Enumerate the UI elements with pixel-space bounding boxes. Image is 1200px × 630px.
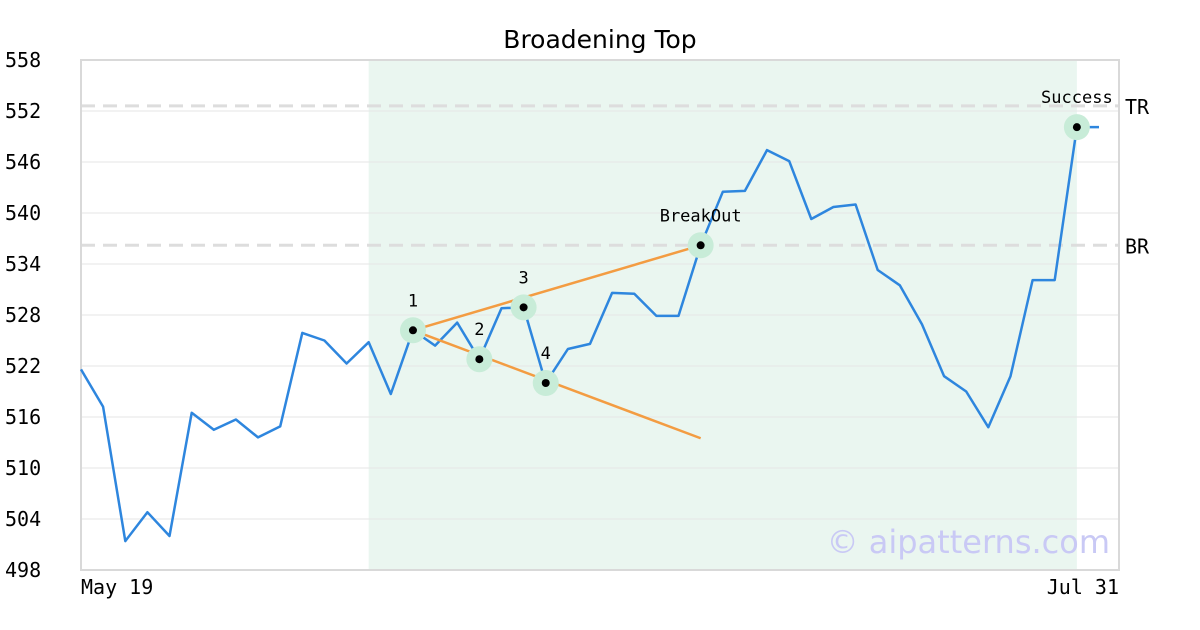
plot-frame bbox=[80, 59, 1120, 571]
y-tick-label: 522 bbox=[5, 354, 41, 378]
marker-label: 3 bbox=[518, 268, 528, 288]
marker-label: 1 bbox=[408, 291, 418, 311]
y-tick-label: 510 bbox=[5, 456, 41, 480]
marker-point bbox=[408, 326, 417, 335]
marker-label: BreakOut bbox=[660, 206, 742, 226]
marker-point bbox=[1072, 123, 1081, 132]
marker-label: Success bbox=[1041, 88, 1113, 108]
price-series-line bbox=[79, 125, 1099, 543]
y-tick-label: 552 bbox=[5, 99, 41, 123]
y-tick-label: 534 bbox=[5, 252, 41, 276]
level-label-br: BR bbox=[1125, 234, 1150, 258]
y-tick-label: 498 bbox=[5, 558, 41, 582]
chart-title: Broadening Top bbox=[503, 25, 696, 54]
y-tick-label: 540 bbox=[5, 201, 41, 225]
level-label-tr: TR bbox=[1125, 95, 1150, 119]
x-tick-label-end: Jul 31 bbox=[1047, 575, 1119, 599]
trendline-1 bbox=[412, 244, 702, 332]
y-tick-label: 528 bbox=[5, 303, 41, 327]
y-tick-label: 546 bbox=[5, 150, 41, 174]
marker-label: 2 bbox=[474, 320, 484, 340]
marker-point bbox=[696, 241, 705, 250]
marker-point bbox=[475, 355, 484, 364]
y-tick-label: 558 bbox=[5, 48, 41, 72]
y-tick-label: 516 bbox=[5, 405, 41, 429]
plot-area: 498 504 510 516 522 528 534 540 546 552 558 TR BR 1 2 3… bbox=[5, 48, 1150, 599]
watermark: © aipatterns.com bbox=[827, 523, 1110, 561]
y-tick-label: 504 bbox=[5, 507, 41, 531]
x-tick-label-start: May 19 bbox=[81, 575, 153, 599]
marker-point bbox=[541, 379, 550, 387]
marker-label: 4 bbox=[541, 344, 551, 364]
marker-point bbox=[519, 303, 528, 312]
